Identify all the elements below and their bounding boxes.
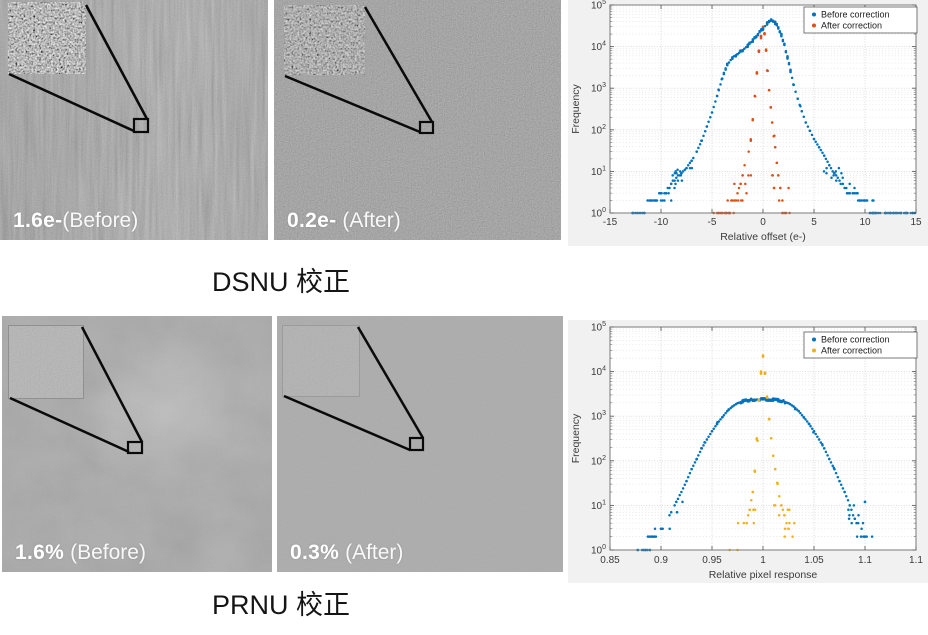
svg-text:-10: -10 <box>654 217 669 228</box>
svg-text:0.95: 0.95 <box>702 555 722 566</box>
noise-qualifier: (Before) <box>70 541 146 564</box>
noise-qualifier: (After) <box>345 541 404 564</box>
noise-value: 1.6% <box>15 541 65 564</box>
zoom-inset-patch <box>8 2 86 74</box>
noise-value: 0.3% <box>290 541 340 564</box>
svg-text:1.1: 1.1 <box>858 555 872 566</box>
axes <box>609 4 917 214</box>
legend-entry-label: After correction <box>821 346 882 356</box>
series-before-correction <box>636 397 874 552</box>
series-after-correction <box>728 354 796 552</box>
noise-qualifier: (After) <box>342 209 401 232</box>
dsnu-before-image: 1.6e-(Before) <box>0 0 268 240</box>
svg-text:10: 10 <box>859 217 871 228</box>
svg-text:-15: -15 <box>603 217 618 228</box>
svg-text:0.9: 0.9 <box>654 555 668 566</box>
dsnu-after-image: 0.2e- (After) <box>274 0 561 240</box>
dsnu-caption: DSNU 校正 <box>211 267 350 297</box>
inset-noise-texture <box>8 2 86 74</box>
noise-qualifier: (Before) <box>62 209 139 232</box>
svg-text:1.05: 1.05 <box>804 555 824 566</box>
gridlines <box>610 327 916 550</box>
inset-noise-texture <box>283 326 359 396</box>
legend-marker <box>812 23 816 28</box>
y-axis-label: Frequency <box>570 413 582 463</box>
legend-entry-label: Before correction <box>821 10 890 20</box>
gridlines <box>610 5 916 213</box>
zoom-inset-patch <box>282 325 360 397</box>
prnu-after-image: 0.3% (After) <box>277 316 563 572</box>
noise-value: 0.2e- <box>287 209 337 232</box>
image-measurement-label: 1.6% (Before) <box>15 542 146 563</box>
series-before-correction <box>631 18 916 215</box>
svg-text:0.85: 0.85 <box>600 555 620 566</box>
prnu-caption: PRNU 校正 <box>211 590 350 620</box>
dsnu-correction-chart: -15 -10 -5 0 5 10 15100101102103104105Relative… <box>568 0 928 246</box>
legend-entry-label: Before correction <box>821 335 890 345</box>
legend-marker <box>812 12 816 17</box>
image-measurement-label: 0.2e- (After) <box>287 210 401 231</box>
svg-text:15: 15 <box>910 217 922 228</box>
prnu-correction-chart: 0.85 0.9 0.95 1 1.05 1.1 1.1100101102103104105… <box>568 320 928 583</box>
image-measurement-label: 0.3% (After) <box>290 542 403 563</box>
svg-text:-5: -5 <box>708 217 717 228</box>
svg-text:0: 0 <box>760 217 766 228</box>
x-axis-label: Relative pixel response <box>709 569 818 581</box>
inset-noise-texture <box>9 326 83 398</box>
y-axis-label: Frequency <box>570 83 582 133</box>
legend-marker <box>812 337 816 342</box>
image-measurement-label: 1.6e-(Before) <box>13 210 138 231</box>
x-axis-label: Relative offset (e-) <box>720 231 806 243</box>
svg-text:1.1: 1.1 <box>909 555 923 566</box>
axes <box>609 326 917 551</box>
legend-entry-label: After correction <box>821 21 882 31</box>
prnu-before-image: 1.6% (Before) <box>2 316 272 572</box>
plot-area <box>610 327 916 550</box>
legend-marker <box>812 348 816 353</box>
zoom-inset-patch <box>284 5 365 75</box>
svg-text:1: 1 <box>760 555 766 566</box>
svg-text:5: 5 <box>811 217 817 228</box>
zoom-inset-patch <box>8 325 84 399</box>
inset-noise-texture <box>284 5 365 75</box>
svg-text:105: 105 <box>591 0 606 12</box>
series-after-correction <box>712 25 791 215</box>
noise-value: 1.6e- <box>13 209 63 232</box>
